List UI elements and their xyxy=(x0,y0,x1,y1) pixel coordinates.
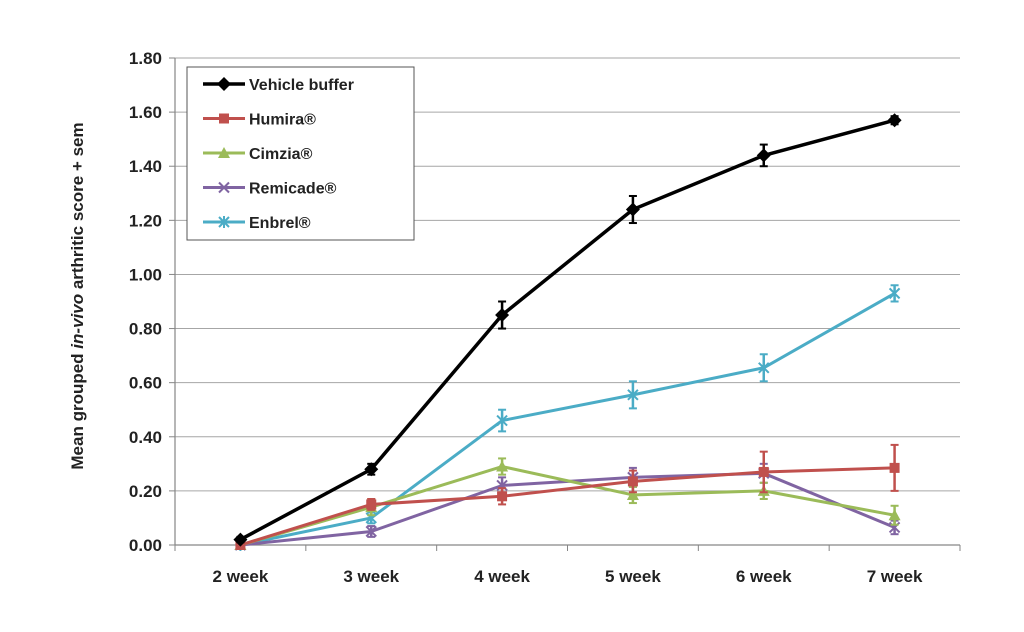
x-tick-label: 2 week xyxy=(213,567,269,586)
square-marker xyxy=(627,476,638,487)
series-remicade xyxy=(234,462,901,551)
square-marker xyxy=(758,466,769,477)
legend: Vehicle buffer Humira® Cimzia® Remicade® Enb… xyxy=(186,66,415,241)
legend-item: Humira® xyxy=(203,112,316,129)
star-marker xyxy=(218,216,230,228)
x-marker xyxy=(365,525,377,538)
y-tick-label: 0.00 xyxy=(129,536,162,555)
diamond-marker xyxy=(495,308,510,323)
series-lines xyxy=(233,113,902,551)
y-axis-title-prefix: Mean grouped xyxy=(68,349,87,470)
x-marker xyxy=(218,181,230,194)
star-marker xyxy=(758,361,770,374)
square-marker xyxy=(219,113,229,124)
triangle-marker xyxy=(888,509,901,521)
y-tick-label: 0.40 xyxy=(129,428,162,447)
diamond-marker xyxy=(756,148,771,163)
star-marker xyxy=(627,388,639,401)
legend-label: Humira® xyxy=(249,112,316,129)
x-tick-label: 5 week xyxy=(605,567,661,586)
legend-item: Cimzia® xyxy=(203,146,313,163)
y-tick-label: 0.60 xyxy=(129,374,162,393)
y-tick-label: 1.60 xyxy=(129,103,162,122)
y-axis-title-suffix: arthritic score + sem xyxy=(68,122,87,294)
legend-label: Vehicle buffer xyxy=(249,77,354,94)
diamond-marker xyxy=(887,113,902,128)
series-line xyxy=(240,471,896,547)
y-tick-label: 1.80 xyxy=(129,49,162,68)
legend-label: Enbrel® xyxy=(249,215,311,232)
series-line xyxy=(239,465,895,547)
legend-item: Vehicle buffer xyxy=(203,77,354,94)
y-tick-label: 0.80 xyxy=(129,320,162,339)
y-tick-label: 1.00 xyxy=(129,265,162,284)
series-enbrel xyxy=(234,284,901,551)
legend-item: Remicade® xyxy=(203,181,337,198)
legend-label: Remicade® xyxy=(249,181,337,198)
triangle-marker xyxy=(218,147,230,158)
star-marker xyxy=(496,414,508,427)
x-tick-label: 3 week xyxy=(343,567,399,586)
diamond-marker xyxy=(625,202,640,217)
y-tick-label: 0.20 xyxy=(129,482,162,501)
square-marker xyxy=(497,491,508,502)
triangle-marker xyxy=(496,460,509,472)
y-axis-title: Mean grouped in-vivo arthritic score + s… xyxy=(68,122,87,469)
x-tick-label: 6 week xyxy=(736,567,792,586)
diamond-marker xyxy=(233,532,248,547)
series-line xyxy=(239,118,896,542)
square-marker xyxy=(366,499,377,510)
diamond-marker xyxy=(364,462,379,477)
legend-item: Enbrel® xyxy=(203,215,311,232)
y-axis-title-italic: in-vivo xyxy=(68,294,87,349)
x-tick-label: 4 week xyxy=(474,567,530,586)
series-line xyxy=(239,466,895,547)
diamond-marker xyxy=(217,77,231,91)
square-marker xyxy=(889,462,900,473)
series-line xyxy=(240,292,896,547)
star-marker xyxy=(888,287,901,300)
y-tick-label: 1.20 xyxy=(129,211,162,230)
axes: 0.00 0.20 0.40 0.60 0.80 1.00 1.20 1.40 1.60 1.80… xyxy=(129,49,961,586)
series-vehicle-buffer xyxy=(233,113,902,547)
x-tick-label: 7 week xyxy=(867,567,923,586)
legend-label: Cimzia® xyxy=(249,146,313,163)
triangle-marker xyxy=(626,488,639,500)
y-tick-label: 1.40 xyxy=(129,157,162,176)
